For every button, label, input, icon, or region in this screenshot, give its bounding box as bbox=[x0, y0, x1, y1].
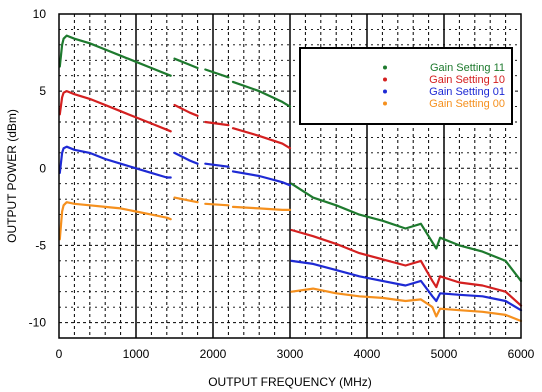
series-line bbox=[58, 89, 172, 133]
series-1 bbox=[58, 34, 523, 282]
legend-item: Gain Setting 01 bbox=[383, 86, 505, 98]
series-line bbox=[58, 145, 172, 179]
legend-label: Gain Setting 11 bbox=[430, 62, 505, 74]
series-line bbox=[204, 202, 230, 207]
x-tick-label: 2000 bbox=[200, 347, 227, 361]
series-line bbox=[290, 182, 523, 282]
y-axis-title: OUTPUT POWER (dBm) bbox=[5, 109, 19, 243]
series-line bbox=[290, 259, 523, 312]
series-line bbox=[58, 201, 172, 241]
series-line bbox=[231, 205, 292, 211]
series-line bbox=[173, 103, 199, 117]
series-line bbox=[58, 34, 172, 77]
series-line bbox=[290, 287, 523, 323]
x-tick-label: 1000 bbox=[123, 347, 150, 361]
x-axis-title: OUTPUT FREQUENCY (MHz) bbox=[208, 375, 372, 389]
series-line bbox=[231, 80, 292, 108]
x-tick-label: 5000 bbox=[431, 347, 458, 361]
series-3 bbox=[58, 145, 523, 312]
legend-marker bbox=[383, 65, 387, 70]
series-line bbox=[231, 170, 292, 187]
series-line bbox=[173, 196, 199, 204]
x-tick-label: 6000 bbox=[508, 347, 535, 361]
series-line bbox=[204, 162, 230, 168]
x-tick-label: 3000 bbox=[277, 347, 304, 361]
y-tick-label: 0 bbox=[39, 161, 46, 175]
legend-label: Gain Setting 00 bbox=[429, 98, 505, 110]
series-line bbox=[290, 228, 523, 307]
y-tick-label: -5 bbox=[35, 238, 46, 252]
x-tick-label: 4000 bbox=[354, 347, 381, 361]
series-line bbox=[173, 151, 199, 165]
plot-frame bbox=[58, 13, 522, 339]
legend-item: Gain Setting 00 bbox=[383, 98, 505, 110]
y-tick-label: 5 bbox=[39, 84, 46, 98]
series-line bbox=[204, 120, 230, 127]
series-2 bbox=[58, 89, 523, 307]
y-tick-label: 10 bbox=[33, 7, 47, 21]
legend-item: Gain Setting 10 bbox=[383, 74, 505, 86]
series-line bbox=[204, 68, 230, 79]
series-layer bbox=[58, 34, 523, 323]
tick-labels: 0 1000 2000 3000 4000 5000 6000 10 5 0 -5 -10 bbox=[29, 7, 535, 361]
legend-label: Gain Setting 10 bbox=[429, 74, 505, 86]
series-line bbox=[231, 127, 292, 150]
series-line bbox=[173, 57, 199, 70]
legend-item: Gain Setting 11 bbox=[383, 62, 505, 74]
legend-label: Gain Setting 01 bbox=[429, 86, 505, 98]
y-tick-label: -10 bbox=[29, 316, 47, 330]
x-tick-label: 0 bbox=[56, 347, 63, 361]
series-4 bbox=[58, 196, 523, 323]
legend-marker bbox=[383, 89, 387, 94]
legend-marker bbox=[383, 101, 387, 106]
legend-marker bbox=[383, 77, 387, 82]
legend-box bbox=[299, 47, 513, 125]
